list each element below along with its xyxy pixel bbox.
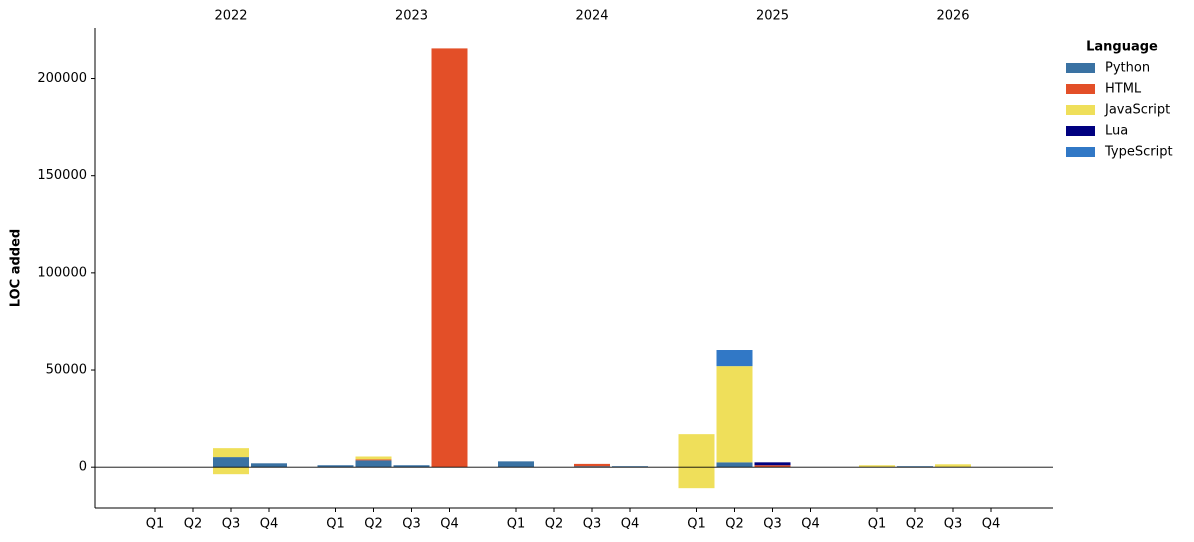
x-tick-label: Q1 bbox=[507, 517, 526, 532]
legend-label: TypeScript bbox=[1104, 145, 1173, 160]
x-tick-label: Q3 bbox=[763, 517, 782, 532]
bar-segment bbox=[897, 466, 933, 468]
x-tick-label: Q3 bbox=[402, 517, 421, 532]
legend-label: Python bbox=[1105, 61, 1150, 76]
bar-segment bbox=[859, 465, 895, 468]
bar-segment bbox=[431, 48, 468, 468]
legend-label: Lua bbox=[1105, 124, 1128, 139]
legend-swatch bbox=[1066, 84, 1095, 94]
year-label: 2026 bbox=[936, 9, 969, 24]
x-tick-label: Q4 bbox=[621, 517, 640, 532]
bar-segment-negative bbox=[678, 467, 715, 489]
bar-segment bbox=[678, 434, 715, 468]
bar-segment-negative bbox=[213, 467, 249, 475]
year-label: 2025 bbox=[756, 9, 789, 24]
x-tick-label: Q4 bbox=[440, 517, 459, 532]
bar-segment bbox=[574, 466, 610, 468]
legend-swatch bbox=[1066, 105, 1095, 115]
bar-segment bbox=[935, 464, 971, 468]
legend-label: JavaScript bbox=[1104, 103, 1170, 118]
y-tick-label: 200000 bbox=[37, 71, 87, 86]
bar-segment bbox=[574, 463, 610, 467]
legend-label: HTML bbox=[1105, 82, 1142, 97]
y-tick-label: 150000 bbox=[37, 168, 87, 183]
legend-swatch bbox=[1066, 63, 1095, 73]
bar-segment bbox=[355, 460, 392, 468]
year-label: 2023 bbox=[395, 9, 428, 24]
x-tick-label: Q4 bbox=[982, 517, 1001, 532]
bar-segment bbox=[716, 350, 753, 367]
legend-swatch bbox=[1066, 147, 1095, 157]
x-tick-label: Q3 bbox=[222, 517, 241, 532]
bar-segment bbox=[213, 457, 249, 468]
x-tick-label: Q3 bbox=[944, 517, 963, 532]
y-tick-label: 100000 bbox=[37, 265, 87, 280]
x-tick-label: Q2 bbox=[545, 517, 564, 532]
bar-segment bbox=[355, 459, 392, 461]
bar-segment bbox=[754, 465, 791, 468]
x-tick-label: Q4 bbox=[260, 517, 279, 532]
bar-segment bbox=[716, 366, 753, 463]
x-tick-label: Q1 bbox=[868, 517, 887, 532]
x-tick-label: Q4 bbox=[801, 517, 820, 532]
bar-segment bbox=[754, 462, 791, 466]
x-tick-label: Q3 bbox=[583, 517, 602, 532]
x-tick-label: Q2 bbox=[725, 517, 744, 532]
x-tick-label: Q1 bbox=[146, 517, 165, 532]
y-tick-label: 50000 bbox=[46, 363, 87, 378]
bar-segment bbox=[317, 465, 354, 468]
bar-segment bbox=[716, 462, 753, 468]
legend-swatch bbox=[1066, 126, 1095, 136]
bar-segment bbox=[355, 456, 392, 460]
year-label: 2024 bbox=[575, 9, 608, 24]
x-tick-label: Q1 bbox=[326, 517, 345, 532]
bar-segment bbox=[213, 448, 249, 458]
bar-segment bbox=[612, 466, 648, 468]
legend-title: Language bbox=[1086, 40, 1158, 55]
x-tick-label: Q2 bbox=[184, 517, 203, 532]
bar-segment bbox=[393, 465, 430, 468]
bar-segment bbox=[251, 463, 287, 468]
year-label: 2022 bbox=[214, 9, 247, 24]
bar-segment bbox=[498, 461, 534, 468]
x-tick-label: Q1 bbox=[687, 517, 706, 532]
x-tick-label: Q2 bbox=[364, 517, 383, 532]
y-axis-label: LOC added bbox=[9, 229, 24, 307]
x-tick-label: Q2 bbox=[906, 517, 925, 532]
y-tick-label: 0 bbox=[79, 460, 87, 475]
